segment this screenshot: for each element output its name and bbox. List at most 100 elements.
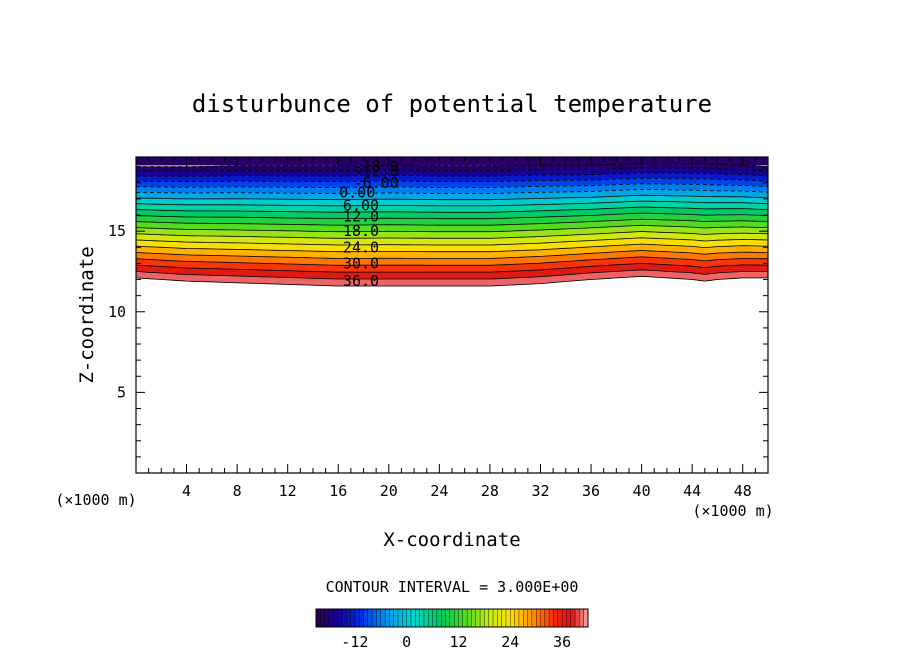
colorbar-swatch bbox=[561, 608, 567, 628]
colorbar-swatch bbox=[358, 608, 364, 628]
y-axis-label: Z-coordinate bbox=[76, 246, 98, 383]
contour-line bbox=[136, 194, 768, 201]
x-tick-label: 36 bbox=[582, 482, 600, 500]
chart-title: disturbunce of potential temperature bbox=[192, 90, 712, 118]
colorbar-swatch bbox=[475, 608, 481, 628]
colorbar-swatch bbox=[346, 608, 352, 628]
contour-label: 6.00 bbox=[343, 196, 379, 214]
x-tick-label: 44 bbox=[683, 482, 701, 500]
contour-label: 18.0 bbox=[343, 222, 379, 240]
colorbar-swatch bbox=[337, 608, 343, 628]
x-axis: 4 8 12 16 20 24 28 32 36 40 44 48 bbox=[148, 157, 756, 500]
colorbar-swatch bbox=[466, 608, 472, 628]
colorbar-swatch bbox=[367, 608, 373, 628]
contour-label: 24.0 bbox=[343, 238, 379, 256]
colorbar-tick-label: 36 bbox=[553, 633, 571, 651]
contour-label-group: -18.0-12.0-6.000.006.0012.018.024.030.03… bbox=[339, 158, 399, 290]
colorbar-swatch bbox=[410, 608, 416, 628]
colorbar-swatch bbox=[488, 608, 494, 628]
y-tick-label: 5 bbox=[117, 383, 126, 401]
x-tick-label: 4 bbox=[182, 482, 191, 500]
contour-line bbox=[136, 188, 768, 194]
x-tick-label: 48 bbox=[734, 482, 752, 500]
colorbar-tick-label: -12 bbox=[341, 633, 368, 651]
colorbar-swatch bbox=[436, 608, 442, 628]
colorbar-tick-label: 0 bbox=[402, 633, 411, 651]
colorbar-swatch bbox=[393, 608, 399, 628]
colorbar-swatch bbox=[453, 608, 459, 628]
colorbar-swatch bbox=[376, 608, 382, 628]
colorbar-swatch bbox=[458, 608, 464, 628]
y-axis: 5 10 15 bbox=[108, 166, 768, 458]
contour-line bbox=[136, 200, 768, 207]
colorbar-swatch bbox=[380, 608, 386, 628]
colorbar-swatch bbox=[441, 608, 447, 628]
colorbar-swatch bbox=[514, 608, 520, 628]
colorbar-frame bbox=[315, 608, 589, 628]
colorbar-swatch bbox=[419, 608, 425, 628]
colorbar-swatch bbox=[324, 608, 330, 628]
y-tick-label: 15 bbox=[108, 222, 126, 240]
colorbar-swatch bbox=[428, 608, 434, 628]
colorbar-swatch bbox=[548, 608, 554, 628]
contour-label: 36.0 bbox=[343, 272, 379, 290]
colorbar-swatch bbox=[574, 608, 580, 628]
colorbar-swatch bbox=[402, 608, 408, 628]
colorbar-swatch bbox=[415, 608, 421, 628]
colorbar-swatch bbox=[462, 608, 468, 628]
contour-label: -12.0 bbox=[354, 163, 399, 181]
colorbar-swatch bbox=[320, 608, 326, 628]
colorbar-swatch bbox=[449, 608, 455, 628]
colorbar-swatch bbox=[445, 608, 451, 628]
colorbar-swatch bbox=[501, 608, 507, 628]
contour-label: 12.0 bbox=[343, 208, 379, 226]
x-axis-label: X-coordinate bbox=[383, 529, 520, 551]
colorbar-swatch bbox=[354, 608, 360, 628]
colorbar-swatch bbox=[350, 608, 356, 628]
colorbar-swatch bbox=[479, 608, 485, 628]
contour-line bbox=[136, 262, 768, 273]
colorbar-swatch bbox=[397, 608, 403, 628]
x-axis-unit: (×1000 m) bbox=[692, 502, 773, 520]
x-tick-label: 32 bbox=[531, 482, 549, 500]
contour-line bbox=[136, 275, 768, 287]
contour-label: -6.00 bbox=[354, 174, 399, 192]
contour-line bbox=[136, 162, 768, 168]
contour-line bbox=[136, 206, 768, 213]
colorbar-swatch bbox=[315, 608, 321, 628]
contour-line bbox=[136, 167, 768, 172]
colorbar-swatch bbox=[471, 608, 477, 628]
contour-label: 30.0 bbox=[343, 254, 379, 272]
contour-line bbox=[136, 256, 768, 266]
contour-label: 0.00 bbox=[339, 183, 375, 201]
colorbar-swatch bbox=[505, 608, 511, 628]
contour-line bbox=[136, 224, 768, 233]
contour-line bbox=[136, 250, 768, 259]
contour-line bbox=[136, 231, 768, 239]
contour-label: -18.0 bbox=[354, 158, 399, 176]
colorbar-swatch bbox=[527, 608, 533, 628]
colorbar-swatch bbox=[535, 608, 542, 628]
colorbar-swatch bbox=[510, 608, 516, 628]
colorbar-swatch bbox=[557, 608, 563, 628]
colorbar-swatch bbox=[544, 608, 550, 628]
colorbar-swatch bbox=[570, 608, 576, 628]
colorbar-swatch bbox=[371, 608, 377, 628]
colorbar-swatch bbox=[579, 608, 585, 628]
x-tick-label: 24 bbox=[430, 482, 448, 500]
colorbar-swatch bbox=[389, 608, 395, 628]
colorbar-swatch bbox=[497, 608, 503, 628]
colorbar-swatch bbox=[553, 608, 559, 628]
colorbar-swatch bbox=[518, 608, 524, 628]
contour-line bbox=[136, 212, 768, 220]
contour-interval-note: CONTOUR INTERVAL = 3.000E+00 bbox=[326, 578, 579, 596]
contour-line bbox=[136, 172, 768, 177]
colorbar-swatch bbox=[492, 608, 498, 628]
contour-line bbox=[136, 218, 768, 226]
contour-line bbox=[136, 183, 768, 188]
colorbar-swatch bbox=[333, 608, 339, 628]
colorbar-swatch bbox=[540, 608, 546, 628]
y-tick-label: 10 bbox=[108, 303, 126, 321]
